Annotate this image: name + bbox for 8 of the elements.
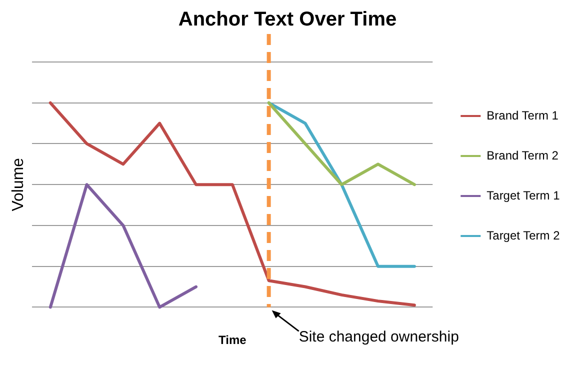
x-axis-title: Time (218, 333, 247, 348)
legend-label: Target Term 2 (486, 228, 560, 242)
chart-title: Anchor Text Over Time (178, 8, 397, 31)
legend-label: Brand Term 1 (486, 108, 559, 122)
y-axis-title: Volume (10, 158, 28, 212)
text: Site changed ownership (298, 328, 459, 346)
legend-label: Brand Term 2 (486, 148, 559, 162)
legend-label: Target Term 1 (486, 188, 560, 202)
